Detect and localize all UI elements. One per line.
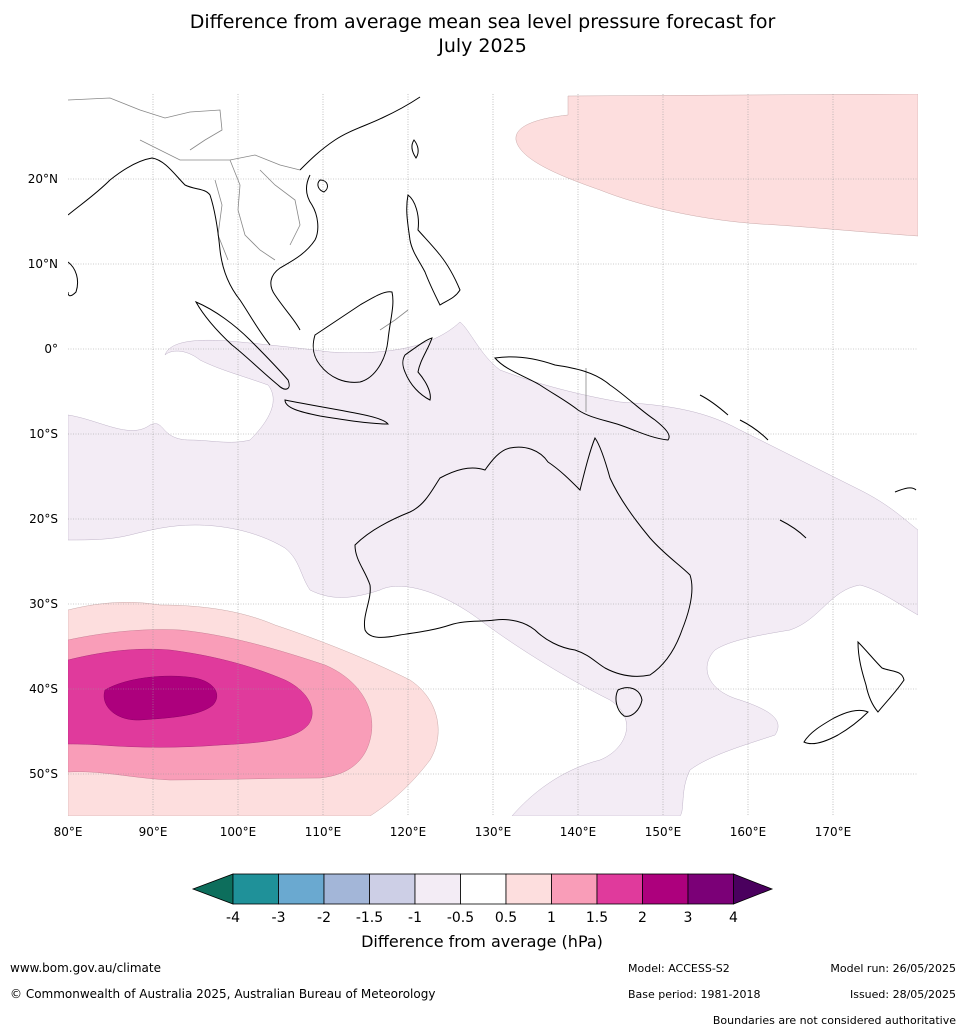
colorbar-swatch	[369, 873, 416, 905]
title-line-1: Difference from average mean sea level p…	[189, 11, 776, 33]
longitude-label: 140°E	[560, 825, 597, 839]
latitude-label: 40°S	[29, 682, 58, 696]
colorbar-tick-label: 1.5	[586, 910, 608, 926]
boundaries-disclaimer: Boundaries are not considered authoritat…	[712, 1014, 956, 1027]
colorbar-title: Difference from average (hPa)	[361, 932, 603, 951]
coastlines	[68, 96, 917, 745]
colorbar-swatch	[642, 873, 689, 905]
colorbar-extend-high	[733, 873, 774, 905]
longitude-label: 90°E	[139, 825, 168, 839]
anomaly-level-4	[103, 675, 218, 721]
model-run-date: Model run: 26/05/2025	[830, 962, 956, 975]
colorbar-swatch	[414, 873, 461, 905]
colorbar-swatch	[596, 873, 643, 905]
colorbar-swatch	[687, 873, 734, 905]
graticule	[68, 94, 918, 816]
colorbar-tick-label: -3	[272, 910, 286, 926]
base-period: Base period: 1981-2018	[628, 988, 761, 1001]
longitude-label: 120°E	[390, 825, 427, 839]
longitude-label: 160°E	[730, 825, 767, 839]
anomaly-north-pacific	[515, 94, 918, 237]
latitude-label: 0°	[44, 342, 58, 356]
colorbar-extend-low	[191, 873, 234, 905]
latitude-tick-labels: 20°N 10°N 0° 10°S 20°S 30°S 40°S 50°S	[28, 172, 58, 781]
longitude-label: 130°E	[475, 825, 512, 839]
longitude-tick-labels: 80°E 90°E 100°E 110°E 120°E 130°E 140°E 150°E 16…	[54, 825, 852, 839]
colorbar-swatch	[460, 873, 507, 905]
colorbar-tick-label: -4	[226, 910, 240, 926]
colorbar-tick-label: -2	[317, 910, 331, 926]
longitude-label: 150°E	[645, 825, 682, 839]
longitude-label: 80°E	[54, 825, 83, 839]
colorbar-tick-labels: -4 -3 -2 -1.5 -1 -0.5 0.5 1 1.5 2 3 4	[226, 910, 738, 926]
latitude-label: 10°S	[29, 427, 58, 441]
colorbar-tick-label: -0.5	[447, 910, 474, 926]
colorbar-swatch	[505, 873, 552, 905]
colorbar-swatch	[232, 873, 279, 905]
colorbar-tick-label: 3	[684, 910, 693, 926]
longitude-label: 170°E	[815, 825, 852, 839]
issued-date: Issued: 28/05/2025	[849, 988, 956, 1001]
colorbar-tick-label: 4	[729, 910, 738, 926]
colorbar-swatch	[551, 873, 598, 905]
longitude-label: 100°E	[220, 825, 257, 839]
colorbar-swatch	[278, 873, 325, 905]
colorbar-tick-label: 0.5	[495, 910, 517, 926]
title-line-2: July 2025	[438, 35, 527, 57]
model-name: Model: ACCESS-S2	[628, 962, 730, 975]
colorbar-tick-label: -1	[408, 910, 422, 926]
colorbar-tick-label: -1.5	[356, 910, 383, 926]
website-link[interactable]: www.bom.gov.au/climate	[10, 961, 161, 975]
longitude-label: 110°E	[305, 825, 342, 839]
chart-title: Difference from average mean sea level p…	[0, 10, 965, 58]
latitude-label: 20°N	[28, 172, 58, 186]
latitude-label: 20°S	[29, 512, 58, 526]
country-boundaries	[68, 97, 587, 412]
colorbar-tick-label: 2	[638, 910, 647, 926]
colorbar-swatch	[323, 873, 370, 905]
colorbar	[191, 873, 774, 905]
latitude-label: 50°S	[29, 767, 58, 781]
colorbar-tick-label: 1	[547, 910, 556, 926]
latitude-label: 30°S	[29, 597, 58, 611]
latitude-label: 10°N	[28, 257, 58, 271]
copyright-text: © Commonwealth of Australia 2025, Austra…	[10, 987, 436, 1001]
